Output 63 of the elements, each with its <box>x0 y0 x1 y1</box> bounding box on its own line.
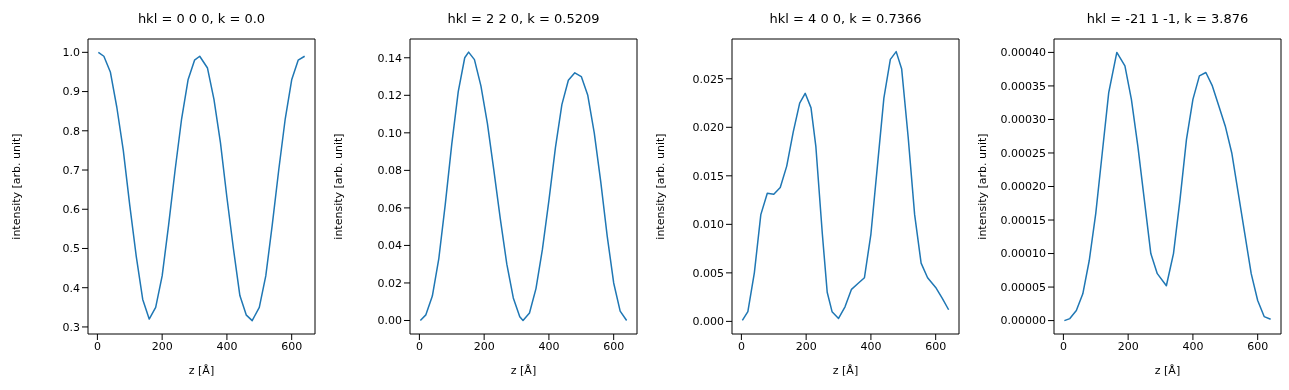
x-axis-title: z [Å] <box>1154 364 1181 377</box>
x-tick-label: 600 <box>281 339 303 353</box>
y-tick-label: 0.08 <box>377 164 402 178</box>
y-tick-label: 0.8 <box>62 124 80 138</box>
chart-title: hkl = 0 0 0, k = 0.0 <box>136 10 267 28</box>
y-tick-label: 0.005 <box>692 266 724 280</box>
y-tick-label: 1.0 <box>62 46 80 60</box>
y-tick-label: 0.020 <box>692 121 724 135</box>
y-tick-label: 0.00030 <box>1000 113 1046 127</box>
x-tick-label: 0 <box>415 339 423 353</box>
y-tick-label: 0.00040 <box>1000 46 1046 60</box>
x-tick-label: 200 <box>1117 339 1139 353</box>
y-axis-title: intensity [arb. unit] <box>331 133 345 240</box>
y-tick-label: 0.9 <box>62 85 80 99</box>
x-axis-title: z [Å] <box>832 364 859 377</box>
y-tick-label: 0.00010 <box>1000 247 1046 261</box>
y-tick-label: 0.00020 <box>1000 180 1046 194</box>
line-series <box>741 50 950 322</box>
y-axis-title: intensity [arb. unit] <box>975 133 989 240</box>
x-tick-label: 0 <box>93 339 101 353</box>
x-tick-label: 200 <box>151 339 173 353</box>
y-tick-label: 0.00000 <box>1000 314 1046 328</box>
y-tick-label: 0.12 <box>377 89 402 103</box>
y-tick-label: 0.010 <box>692 218 724 232</box>
x-tick-label: 0 <box>737 339 745 353</box>
y-tick-label: 0.015 <box>692 169 724 183</box>
y-tick-label: 0.00035 <box>1000 79 1046 93</box>
chart-title: hkl = 4 0 0, k = 0.7366 <box>768 10 923 28</box>
x-tick-label: 400 <box>1182 339 1204 353</box>
y-tick-label: 0.00005 <box>1000 280 1046 294</box>
line-series <box>1063 51 1272 322</box>
x-tick-label: 400 <box>216 339 238 353</box>
y-tick-label: 0.7 <box>62 163 80 177</box>
y-tick-label: 0.4 <box>62 281 80 295</box>
x-axis-title: z [Å] <box>188 364 215 377</box>
y-tick-label: 0.00025 <box>1000 146 1046 160</box>
y-tick-label: 0.025 <box>692 72 724 86</box>
y-tick-label: 0.14 <box>377 51 402 65</box>
x-tick-label: 200 <box>795 339 817 353</box>
y-axis-title: intensity [arb. unit] <box>9 133 23 240</box>
line-series <box>419 51 628 322</box>
y-tick-label: 0.5 <box>62 242 80 256</box>
y-tick-label: 0.3 <box>62 320 80 334</box>
y-tick-label: 0.02 <box>377 276 402 290</box>
y-tick-label: 0.06 <box>377 201 402 215</box>
x-tick-label: 600 <box>1247 339 1269 353</box>
chart-title: hkl = -21 1 -1, k = 3.876 <box>1085 10 1250 28</box>
y-axis-title: intensity [arb. unit] <box>653 133 667 240</box>
chart-title: hkl = 2 2 0, k = 0.5209 <box>446 10 601 28</box>
x-tick-label: 400 <box>860 339 882 353</box>
x-tick-label: 0 <box>1059 339 1067 353</box>
y-tick-label: 0.00015 <box>1000 213 1046 227</box>
line-series <box>97 51 306 322</box>
y-tick-label: 0.000 <box>692 315 724 329</box>
x-tick-label: 200 <box>473 339 495 353</box>
x-axis-title: z [Å] <box>510 364 537 377</box>
x-tick-label: 600 <box>925 339 947 353</box>
x-tick-label: 600 <box>603 339 625 353</box>
y-tick-label: 0.00 <box>377 314 402 328</box>
y-tick-label: 0.04 <box>377 239 402 253</box>
y-tick-label: 0.6 <box>62 203 80 217</box>
x-tick-label: 400 <box>538 339 560 353</box>
y-tick-label: 0.10 <box>377 126 402 140</box>
